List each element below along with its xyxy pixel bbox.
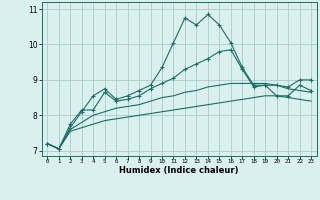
- X-axis label: Humidex (Indice chaleur): Humidex (Indice chaleur): [119, 166, 239, 175]
